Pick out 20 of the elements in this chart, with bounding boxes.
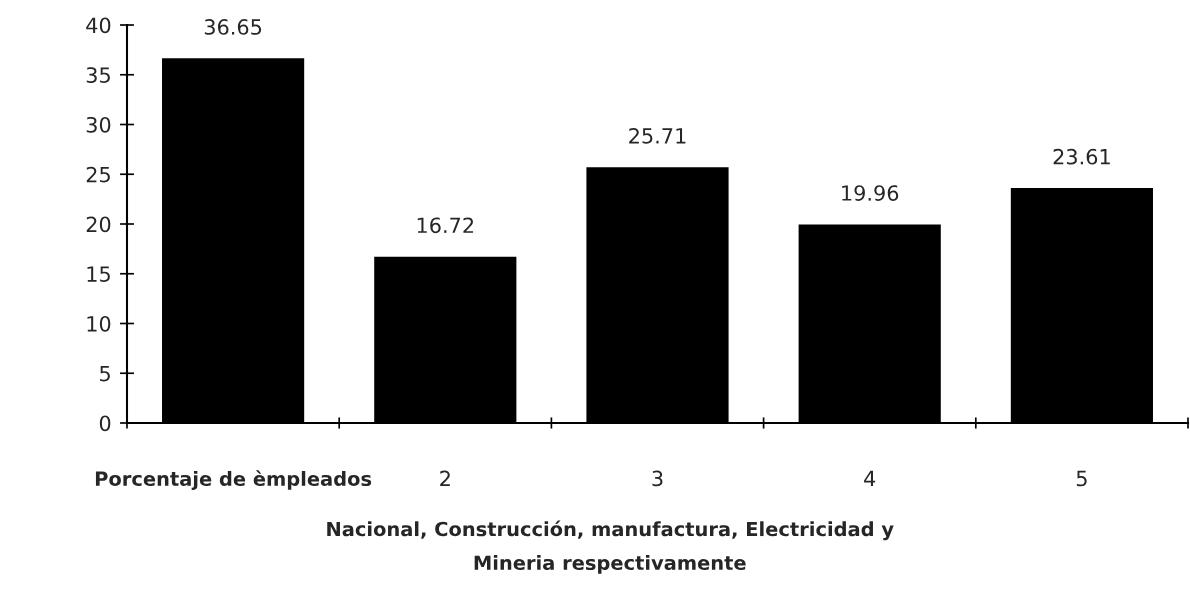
y-tick-label: 5 xyxy=(100,365,110,382)
x-tick-label: 2 xyxy=(440,470,450,487)
y-tick-label: 40 xyxy=(86,17,111,34)
x-tick-label: 4 xyxy=(864,470,876,487)
y-tick-label: 35 xyxy=(86,67,110,83)
y-tick-label: 25 xyxy=(86,166,110,183)
y-tick-label: 20 xyxy=(86,216,111,233)
data-label: 23.61 xyxy=(1053,148,1110,165)
y-tick-label: 30 xyxy=(86,116,111,133)
data-label: 36.65 xyxy=(204,19,262,35)
x-tick-label: 5 xyxy=(1076,470,1087,487)
x-tick-label: 3 xyxy=(652,470,663,487)
data-label: 19.96 xyxy=(842,185,899,201)
data-label: 25.71 xyxy=(629,127,686,144)
data-label: 16.72 xyxy=(417,217,474,234)
x-tick-label: Porcentaje de èmpleados xyxy=(95,470,372,490)
y-tick-label: 10 xyxy=(87,315,111,332)
x-axis-title: Nacional, Construcción, manufactura, Electricidad y Mineria respectivamente xyxy=(327,520,894,574)
y-tick-label: 15 xyxy=(87,266,110,282)
y-tick-label: 0 xyxy=(99,415,111,432)
